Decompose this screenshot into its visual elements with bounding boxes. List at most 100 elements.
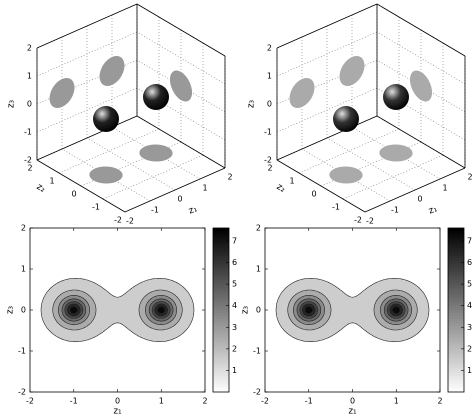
contour-band — [384, 312, 388, 314]
contour-band — [328, 299, 377, 301]
contour-band — [411, 307, 417, 309]
contour-band — [276, 307, 288, 309]
z-tick-label: -1 — [24, 128, 32, 137]
contour-band — [93, 319, 142, 321]
contour-band — [411, 312, 417, 314]
contour-band — [165, 329, 187, 331]
contour-band — [154, 314, 157, 316]
contour-band — [414, 299, 427, 301]
contour-band — [406, 321, 413, 323]
contour-band — [314, 290, 341, 292]
box-edge — [136, 3, 226, 57]
contour-band — [171, 298, 178, 300]
contour-band — [316, 315, 319, 317]
contour-band — [400, 308, 402, 310]
x-tick-label: 0 — [417, 195, 422, 204]
contour-band — [320, 327, 344, 329]
contour-line — [299, 301, 406, 319]
grid-line — [36, 31, 138, 77]
contour-band — [167, 307, 170, 309]
y-tick-label: 2 — [256, 224, 261, 233]
contour-band — [295, 281, 326, 283]
contour-band — [90, 309, 96, 311]
contour-band — [157, 310, 165, 312]
contour-band — [129, 290, 156, 292]
contour-band — [390, 319, 402, 321]
contour-band — [402, 303, 406, 305]
contour-band — [374, 313, 381, 315]
contour-band — [140, 316, 147, 318]
contour-band — [376, 318, 383, 320]
contour-band — [298, 305, 301, 307]
contour-band — [176, 314, 182, 316]
contour-band — [146, 312, 149, 314]
sphere — [143, 84, 169, 110]
contour-band — [89, 312, 96, 314]
contour-band — [80, 307, 82, 309]
contour-band — [68, 319, 80, 321]
contour-band — [43, 321, 57, 323]
contour-band — [134, 286, 183, 288]
contour-band — [411, 295, 425, 297]
contour-band — [400, 329, 422, 331]
colorbar-cell — [213, 260, 229, 264]
contour-band — [63, 320, 70, 322]
contour-band — [85, 299, 93, 301]
contour-band — [286, 332, 337, 334]
contour-band — [298, 314, 301, 316]
colorbar-cell — [448, 290, 464, 294]
contour-band — [53, 314, 59, 316]
contour-band — [406, 316, 410, 318]
contour-band — [89, 304, 95, 306]
contour-band — [168, 309, 170, 311]
contour-band — [385, 305, 389, 307]
contour-band — [313, 309, 315, 311]
contour-band — [133, 287, 184, 289]
colorbar-tick-label: 5 — [467, 280, 472, 289]
contour-band — [375, 315, 381, 317]
contour-band — [402, 296, 412, 298]
contour-band — [279, 296, 293, 298]
x-tick-label: 2 — [437, 397, 442, 406]
contour-band — [372, 284, 415, 286]
contour-band — [89, 306, 96, 308]
colorbar-cell — [448, 351, 464, 355]
contour-band — [384, 309, 387, 311]
contour-band — [296, 302, 300, 304]
contour-band — [81, 315, 84, 317]
colorbar-cell — [448, 228, 464, 232]
contour-band — [70, 308, 77, 310]
contour-band — [311, 324, 324, 326]
y-tick-label: -1 — [92, 203, 100, 212]
contour-band — [169, 306, 172, 308]
y-tick-label: -1 — [18, 347, 26, 356]
contour-band — [407, 315, 411, 317]
colorbar-cell — [448, 353, 464, 357]
contour-band — [79, 306, 82, 308]
contour-band — [80, 310, 83, 312]
contour-band — [176, 307, 182, 309]
contour-band — [79, 329, 106, 331]
contour-band — [407, 306, 411, 308]
box-edge — [376, 115, 466, 169]
contour-band — [54, 317, 61, 319]
contour-band — [170, 308, 173, 310]
contour-band — [164, 307, 167, 309]
contour-band — [292, 283, 331, 285]
contour-line — [69, 306, 166, 314]
contour-band — [319, 303, 323, 305]
contour-band — [400, 299, 407, 301]
contour-band — [410, 316, 416, 318]
contour-band — [331, 310, 374, 312]
colorbar-cell — [448, 320, 464, 325]
contour-band — [409, 301, 415, 303]
contour-band — [409, 325, 425, 327]
contour-band — [302, 310, 305, 312]
contour-band — [167, 312, 170, 314]
contour-band — [82, 318, 87, 320]
contour-band — [151, 304, 154, 306]
contour-band — [328, 319, 377, 321]
contour-band — [155, 312, 159, 314]
contour-band — [131, 288, 185, 290]
contour-band — [92, 321, 143, 323]
